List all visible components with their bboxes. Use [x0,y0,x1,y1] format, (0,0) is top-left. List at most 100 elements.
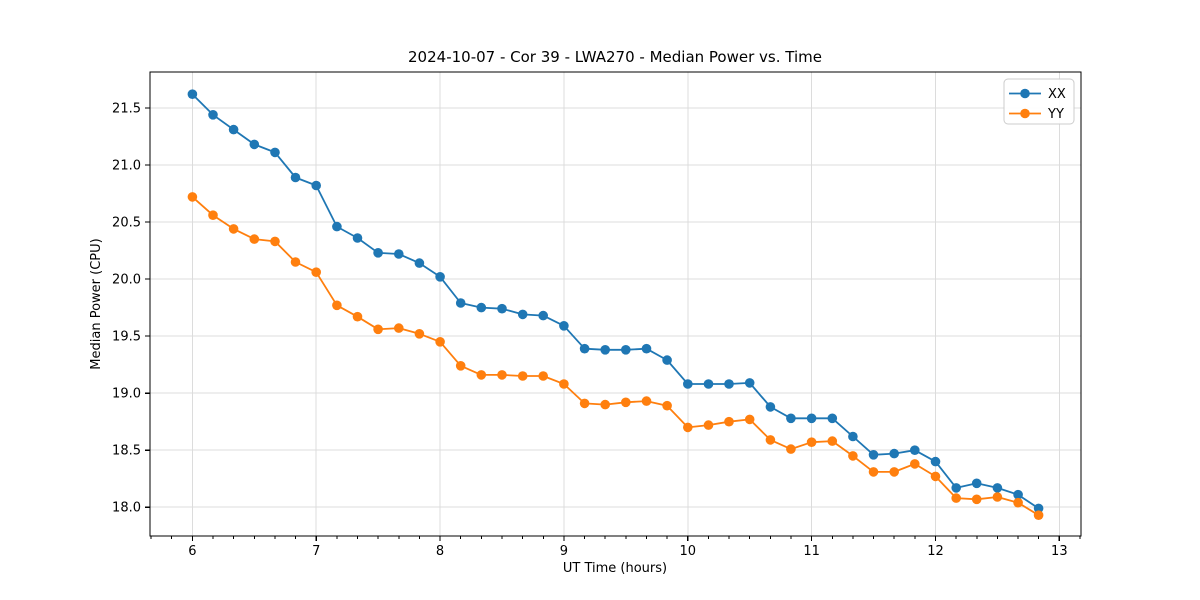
data-point-yy [889,467,899,477]
data-point-yy [187,192,198,202]
x-tick-label: 11 [803,544,820,559]
data-point-yy [414,329,425,339]
x-tick-label: 12 [927,544,944,559]
data-point-xx [208,110,218,120]
y-tick-label: 21.0 [112,158,141,173]
data-point-xx [806,413,817,424]
data-point-xx [455,298,466,308]
data-point-xx [600,345,610,355]
legend-label-yy: YY [1047,107,1064,122]
data-point-xx [290,172,301,183]
x-tick-label: 8 [436,544,444,559]
data-point-xx [910,445,920,456]
y-tick-label: 18.5 [112,444,141,459]
data-point-yy [435,337,445,347]
data-point-yy [228,224,239,234]
y-tick-label: 20.5 [112,216,141,231]
data-point-xx [683,379,693,389]
data-point-yy [352,311,363,322]
data-point-xx [373,248,383,258]
data-point-xx [249,139,260,150]
x-tick-label: 6 [188,544,196,559]
data-point-yy [621,397,631,408]
data-point-xx [311,180,322,191]
data-point-xx [517,309,528,320]
data-point-xx [559,321,569,331]
data-point-yy [455,361,466,371]
data-point-xx [848,431,858,442]
data-point-xx [786,413,796,424]
data-series [187,89,1044,520]
data-point-yy [579,398,590,409]
data-point-yy [476,370,487,380]
data-point-yy [559,379,569,389]
y-tick-label: 19.5 [112,330,141,345]
data-point-yy [1033,510,1044,520]
x-tick-label: 13 [1051,544,1068,559]
data-point-xx [992,483,1003,493]
data-point-xx [270,147,280,158]
data-point-xx [662,355,672,365]
data-point-xx [414,258,425,268]
data-point-xx [497,303,507,314]
data-point-xx [724,379,734,389]
data-point-yy [373,324,383,335]
data-point-xx [1013,489,1023,500]
data-point-xx [228,124,239,135]
data-point-yy [786,444,796,454]
data-point-yy [992,492,1003,502]
data-point-yy [662,400,672,411]
data-point-xx [765,402,776,412]
data-point-yy [724,416,734,427]
data-point-yy [641,396,652,406]
data-point-yy [517,371,528,381]
data-point-xx [868,450,879,460]
data-point-yy [600,399,610,410]
y-tick-label: 19.0 [112,387,141,402]
data-point-xx [476,302,487,313]
data-point-yy [930,471,941,482]
data-point-xx [352,233,363,243]
data-point-yy [910,459,920,469]
x-tick-label: 7 [312,544,320,559]
data-point-yy [332,300,342,311]
data-point-yy [971,494,982,505]
data-point-xx [641,343,652,354]
data-point-xx [951,483,961,493]
x-tick-label: 10 [679,544,696,559]
data-point-xx [332,221,342,232]
data-point-xx [1033,503,1044,514]
legend-marker-xx [1020,88,1030,99]
data-point-yy [394,323,404,333]
data-point-yy [497,370,507,380]
data-point-yy [868,467,879,477]
chart-title: 2024-10-07 - Cor 39 - LWA270 - Median Po… [408,48,822,66]
data-point-yy [270,236,280,247]
legend: XX YY [1003,78,1075,125]
data-point-yy [744,414,755,425]
y-tick-label: 20.0 [112,273,141,288]
data-point-yy [538,371,548,381]
data-point-xx [889,448,899,459]
data-point-xx [187,89,198,99]
data-point-xx [703,379,714,389]
data-point-yy [249,234,260,244]
data-point-xx [744,378,755,388]
data-point-yy [1013,497,1023,508]
data-point-yy [806,437,817,448]
data-point-yy [311,267,322,278]
x-tick-label: 9 [560,544,568,559]
data-point-yy [827,436,838,446]
data-point-xx [394,249,404,259]
y-axis-label: Median Power (CPU) [89,238,104,369]
plot-frame [149,71,1082,537]
data-point-yy [951,493,961,503]
data-point-xx [930,456,941,467]
data-point-yy [208,210,218,220]
data-point-xx [621,345,631,355]
data-point-xx [971,478,982,489]
data-point-yy [848,451,858,461]
data-point-xx [435,272,445,282]
